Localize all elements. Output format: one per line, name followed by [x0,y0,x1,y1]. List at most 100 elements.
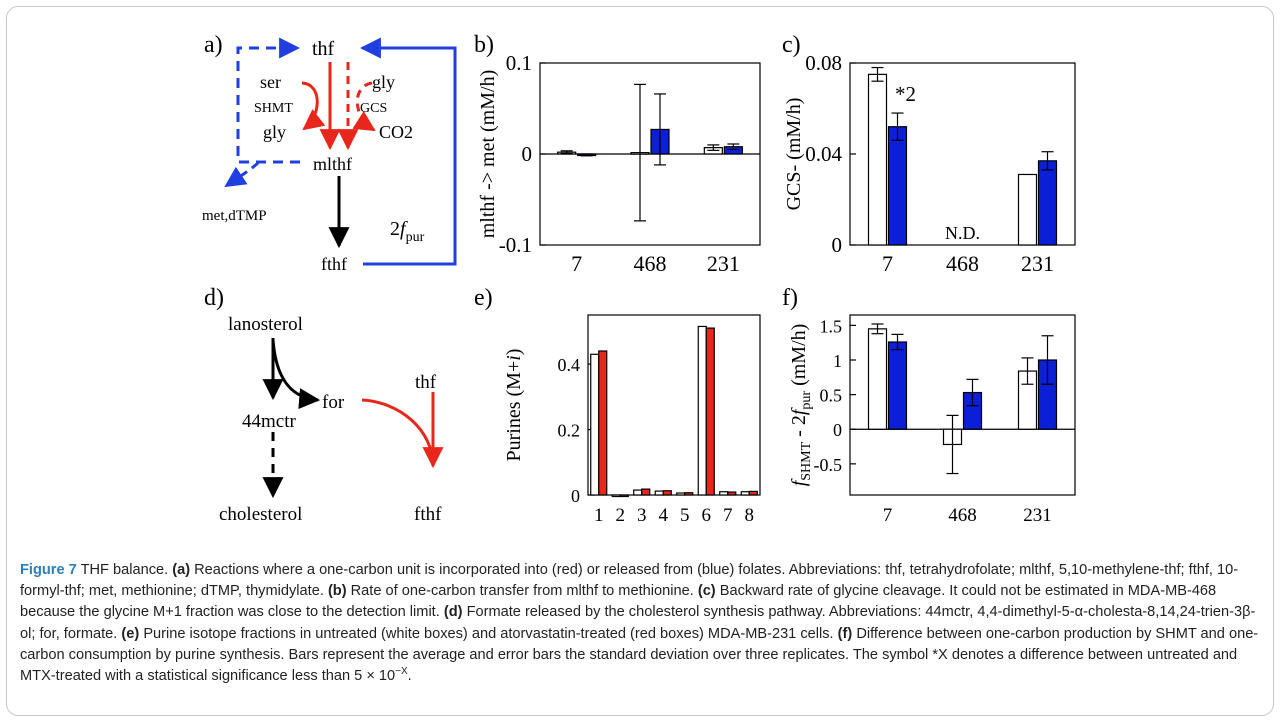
bar-e [611,494,621,498]
bar-e [598,350,608,496]
y-tick-label-e: 0.4 [558,355,581,375]
node-thf-d: thf [415,372,437,393]
x-tick-label-f: 468 [948,505,977,526]
panel-label-b: b) [474,32,494,58]
bar-e [705,327,715,496]
y-tick-label-e: 0 [571,486,580,506]
y-tick-label-f: 0 [833,420,842,440]
y-tick-label-b: -0.1 [499,233,532,257]
y-axis-label-b: mlthf -> met (mM/h) [477,70,499,238]
node-mlthf: mlthf [313,154,352,174]
bar-f [867,328,888,430]
arrow-lanosterol-to-for [271,339,321,410]
panel-label-f: f) [782,285,798,311]
node-44mctr: 44mctr [242,411,296,432]
y-tick-label-e: 0.2 [558,421,581,441]
bar-e [590,353,600,496]
label-2fpur: 2fpur [390,218,425,245]
label-gcs: GCS [360,101,387,116]
y-tick-label-c: 0 [832,233,843,257]
label-shmt: SHMT [254,101,293,116]
node-fthf-d: fthf [414,504,442,525]
node-lanosterol: lanosterol [228,314,303,335]
y-tick-label-c: 0.04 [805,142,842,166]
caption-text-a: Reactions where a one-carbon unit is inc… [20,562,1239,600]
bar-e [676,492,686,496]
caption-text-f: Difference between one-carbon production… [20,625,1259,663]
x-tick-label-b: 7 [571,251,582,276]
y-tick-label-b: 0.1 [506,51,532,75]
caption-label-f: (f) [837,625,853,642]
bar-e [727,491,737,496]
bar-e [740,491,750,496]
caption-title: THF balance. [80,562,169,578]
y-tick-label-f: 1 [833,351,842,371]
figure-panels: a) b) c) d) e) f) thf ser gly SHMT GCS g… [202,32,1076,526]
node-fthf: fthf [321,254,347,274]
plot-frame-e [587,314,761,496]
not-determined-annotation: N.D. [945,223,980,243]
bar-e [654,490,664,496]
caption-text-e: Purine isotope fractions in untreated (w… [143,625,834,642]
bar-e [684,492,694,496]
blue-solid-return [359,37,457,266]
chart-c-gcs-backward: 0.08 0.04 0 7 468 231 GCS- (mM/h) *2 N.D. [783,51,1076,276]
x-tick-label-c: 468 [946,251,979,276]
caption-label-c: (c) [697,583,716,600]
chart-e-purines: 0.4 0.2 01 2 3 4 5 6 7 8 Purines (M+i) [503,314,761,526]
panel-label-e: e) [474,285,493,311]
bar-e [619,494,629,498]
bar-f [887,341,908,430]
y-axis-label-f: fSHMT - 2fpur (mM/h) [788,324,814,487]
bar-e [748,490,758,496]
bar-c [1017,173,1038,246]
node-ser: ser [260,72,281,92]
node-cholesterol: cholesterol [219,504,302,525]
node-thf: thf [312,38,335,60]
caption-label-b: (b) [327,583,347,600]
x-tick-label-e: 2 [616,505,626,526]
y-axis-label-c: GCS- (mM/h) [783,98,805,211]
x-tick-label-f: 7 [883,505,893,526]
figure-caption: Figure 7 THF balance. (a) Reactions wher… [20,560,1260,687]
pathway-a-diagram: thf ser gly SHMT GCS gly CO2 mlthf met,d… [202,37,457,274]
caption-significance-note: The symbol *X denotes a difference betwe… [20,646,1238,685]
arrow-for-to-fthf [361,398,435,467]
y-axis-label-e: Purines (M+i) [503,349,525,462]
panel-label-c: c) [782,32,801,58]
bar-e [697,325,707,496]
y-tick-label-f: -0.5 [814,455,843,475]
node-for: for [322,392,345,413]
caption-label-e: (e) [121,625,140,642]
caption-label-a: (a) [172,562,191,578]
node-met-dtmp: met,dTMP [202,208,267,224]
caption-figure-label: Figure 7 [20,562,77,578]
x-tick-label-e: 4 [659,505,669,526]
y-tick-label-f: 0.5 [820,386,843,406]
plot-frame-f [849,314,1076,496]
x-tick-label-e: 8 [745,505,755,526]
bar-c [887,126,908,246]
chart-f-shmt-minus-pur: 1.5 1 0.5 0 -0.5 7 468 231 fSHMT - 2fpur (mM/h) [788,314,1076,526]
bar-c [867,73,888,246]
x-tick-label-b: 468 [634,251,667,276]
bar-c [1037,160,1058,246]
red-gly-to-co2-curve [352,81,376,132]
x-tick-label-e: 6 [702,505,712,526]
panel-label-a: a) [204,32,223,58]
x-tick-label-c: 231 [1021,251,1054,276]
node-gly-left: gly [263,122,286,142]
caption-text-c: Backward rate of glycine cleavage. It co… [20,583,1217,621]
y-tick-label-b: 0 [522,142,533,166]
chart-b-mlthf-to-met: 0.1 0 -0.1 7 468 231 mlthf -> met (mM/h) [477,51,761,276]
blue-dashed-to-met [224,161,259,188]
x-tick-label-e: 1 [594,505,604,526]
x-tick-label-e: 5 [680,505,690,526]
caption-label-d: (d) [443,604,463,621]
caption-text-b: Rate of one-carbon transfer from mlthf t… [350,583,694,600]
bar-e [641,488,651,496]
red-ser-to-gly-curve [301,81,326,131]
y-tick-label-f: 1.5 [820,316,843,336]
pathway-d-diagram: lanosterol thf for 44mctr cholesterol ft… [219,314,444,525]
x-tick-label-b: 231 [707,251,740,276]
